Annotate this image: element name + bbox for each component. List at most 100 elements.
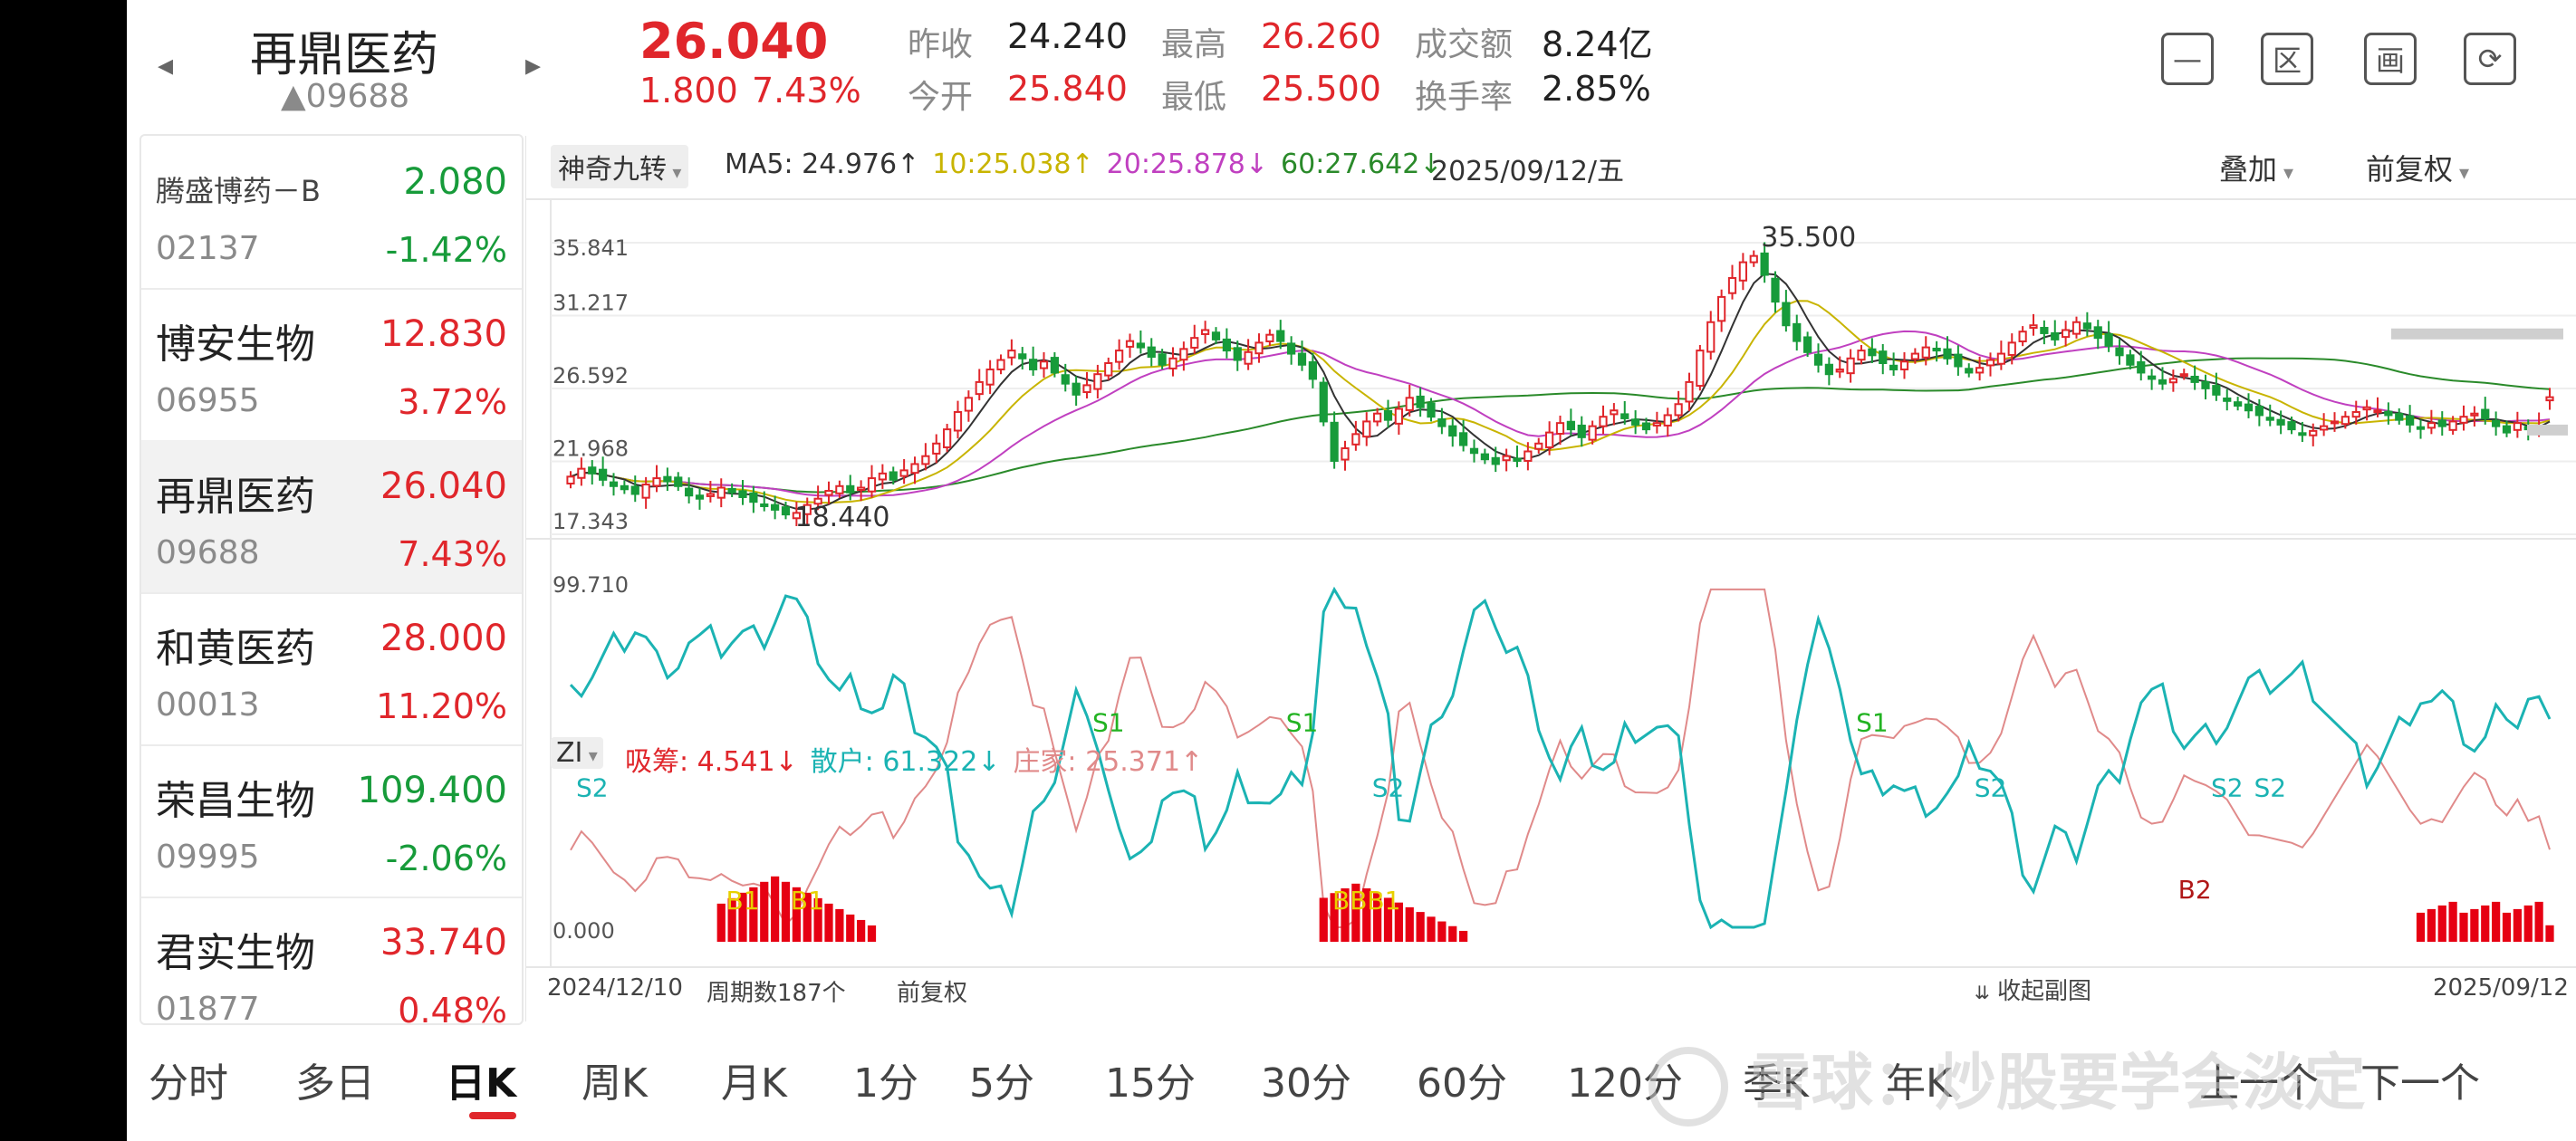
candle-body bbox=[910, 463, 919, 475]
pressure-band bbox=[2527, 424, 2568, 436]
stock-list-item[interactable]: 博安生物 12.830 06955 3.72% bbox=[141, 288, 522, 442]
footer-adjust: 前复权 bbox=[897, 980, 968, 1007]
ma-legend-item: 10:25.038↑ bbox=[932, 149, 1094, 180]
candle-body bbox=[1233, 347, 1242, 361]
candle-body bbox=[1846, 357, 1855, 375]
candle-body bbox=[1308, 360, 1317, 380]
candle-body bbox=[985, 368, 995, 386]
period-tab[interactable]: 季K bbox=[1743, 1060, 1809, 1107]
period-tab[interactable]: 60分 bbox=[1417, 1060, 1507, 1107]
period-tab[interactable]: 上一个 bbox=[2199, 1060, 2319, 1107]
candle-body bbox=[1975, 367, 1985, 374]
period-tab[interactable]: 15分 bbox=[1105, 1060, 1196, 1107]
candle-body bbox=[1824, 363, 1833, 376]
candle-body bbox=[2254, 406, 2264, 417]
candle-body bbox=[1502, 455, 1511, 462]
adjust-select[interactable]: 前复权 ▾ bbox=[2366, 147, 2469, 188]
candle-body bbox=[1437, 417, 1447, 427]
ma-legend-item: 20:25.878↓ bbox=[1106, 149, 1269, 180]
candle-body bbox=[1706, 321, 1716, 353]
accum-bar bbox=[716, 903, 726, 942]
range-end-date: 2025/09/12 bbox=[2433, 974, 2569, 1002]
candle-body bbox=[663, 475, 672, 483]
minus-square-icon[interactable]: — bbox=[2161, 33, 2214, 85]
candle-body bbox=[2082, 322, 2091, 330]
stock-list-item[interactable]: 和黄医药 28.000 00013 11.20% bbox=[141, 592, 522, 746]
candle-body bbox=[2115, 347, 2124, 357]
candle-body bbox=[2212, 385, 2221, 396]
rotate-screen-icon[interactable]: ⟳ bbox=[2464, 33, 2516, 85]
candle-body bbox=[1588, 425, 1597, 441]
signal-label: B1 bbox=[791, 886, 824, 916]
next-stock-arrow[interactable]: ▸ bbox=[525, 47, 542, 83]
overlay-select[interactable]: 叠加 ▾ bbox=[2219, 147, 2293, 188]
accum-bar bbox=[835, 908, 844, 942]
candle-body bbox=[1222, 338, 1231, 352]
chart-date: 2025/09/12/五 bbox=[1431, 156, 1625, 187]
chevron-down-icon: ▾ bbox=[2277, 162, 2294, 185]
sub-indicator-label: ZI bbox=[556, 737, 583, 769]
candle-body bbox=[1555, 422, 1565, 435]
candle-body bbox=[641, 484, 650, 499]
stock-list-pct: 3.72% bbox=[398, 382, 507, 422]
period-tab[interactable]: 分时 bbox=[149, 1060, 228, 1107]
candle-body bbox=[1287, 342, 1296, 355]
candle-body bbox=[1932, 347, 1941, 352]
period-tab[interactable]: 年K bbox=[1886, 1060, 1952, 1107]
candle-body bbox=[727, 487, 736, 494]
accum-bar bbox=[1330, 893, 1339, 942]
period-tab[interactable]: 多日 bbox=[295, 1060, 375, 1107]
candle-body bbox=[1244, 350, 1253, 365]
indicator-select-label: 神奇九转 bbox=[558, 154, 667, 186]
accum-bar bbox=[1373, 893, 1382, 942]
candle-body bbox=[1835, 368, 1844, 373]
stock-list-code: 09995 bbox=[156, 839, 260, 876]
stock-list-item[interactable]: 腾盛博药－B 2.080 02137 -1.42% bbox=[141, 136, 522, 290]
candle-body bbox=[1276, 330, 1285, 342]
accum-bar bbox=[1437, 921, 1447, 942]
candle-body bbox=[2276, 418, 2285, 426]
candle-body bbox=[2093, 326, 2102, 340]
candle-body bbox=[1868, 348, 1877, 357]
candle-body bbox=[2168, 378, 2177, 384]
candle-body bbox=[1448, 425, 1457, 437]
collapse-sub-chart-button[interactable]: ⇊ 收起副图 bbox=[1975, 973, 2091, 1006]
candle-body bbox=[2513, 422, 2522, 431]
candle-body bbox=[889, 471, 898, 481]
period-tab[interactable]: 月K bbox=[721, 1060, 787, 1107]
stock-list-item[interactable]: 荣昌生物 109.400 09995 -2.06% bbox=[141, 744, 522, 898]
prev-stock-arrow[interactable]: ◂ bbox=[158, 47, 174, 83]
accum-bar bbox=[1362, 888, 1371, 942]
accum-bar bbox=[1341, 888, 1350, 942]
candle-body bbox=[599, 468, 608, 481]
candle-body bbox=[1652, 422, 1661, 427]
accum-bar bbox=[792, 887, 801, 942]
region-icon[interactable]: 区 bbox=[2261, 33, 2313, 85]
quote-field-label: 昨收 bbox=[908, 26, 974, 63]
stock-list-item[interactable]: 君实生物 33.740 01877 0.48% bbox=[141, 896, 522, 1023]
candle-body bbox=[1685, 380, 1694, 403]
candle-body bbox=[857, 486, 866, 491]
dealer-line bbox=[570, 588, 2551, 928]
period-tab[interactable]: 下一个 bbox=[2360, 1060, 2480, 1107]
signal-label: S1 bbox=[1092, 707, 1125, 737]
candle-body bbox=[1813, 353, 1823, 366]
stock-list-item[interactable]: 再鼎医药 26.040 09688 7.43% bbox=[141, 440, 522, 594]
candle-body bbox=[2158, 379, 2167, 385]
candle-body bbox=[620, 484, 629, 491]
kline-chart[interactable]: 35.841 31.217 26.592 21.968 17.343 35.500 18.4… bbox=[524, 136, 2576, 1021]
period-tab[interactable]: 30分 bbox=[1261, 1060, 1351, 1107]
canvas-icon[interactable]: 画 bbox=[2364, 33, 2417, 85]
period-tab[interactable]: 日K bbox=[446, 1060, 517, 1107]
accum-bar bbox=[803, 892, 812, 942]
period-tab[interactable]: 5分 bbox=[969, 1060, 1034, 1107]
y-tick-label: 26.592 bbox=[553, 363, 629, 388]
sub-indicator-select[interactable]: ZI ▾ bbox=[551, 737, 603, 769]
candle-body bbox=[2459, 416, 2468, 424]
candle-body bbox=[1717, 295, 1726, 322]
quote-field-label: 最高 bbox=[1161, 26, 1227, 63]
accum-bar bbox=[2492, 901, 2501, 942]
indicator-select[interactable]: 神奇九转 ▾ bbox=[551, 145, 689, 188]
period-tab[interactable]: 1分 bbox=[853, 1060, 918, 1107]
period-tab[interactable]: 周K bbox=[582, 1060, 648, 1107]
